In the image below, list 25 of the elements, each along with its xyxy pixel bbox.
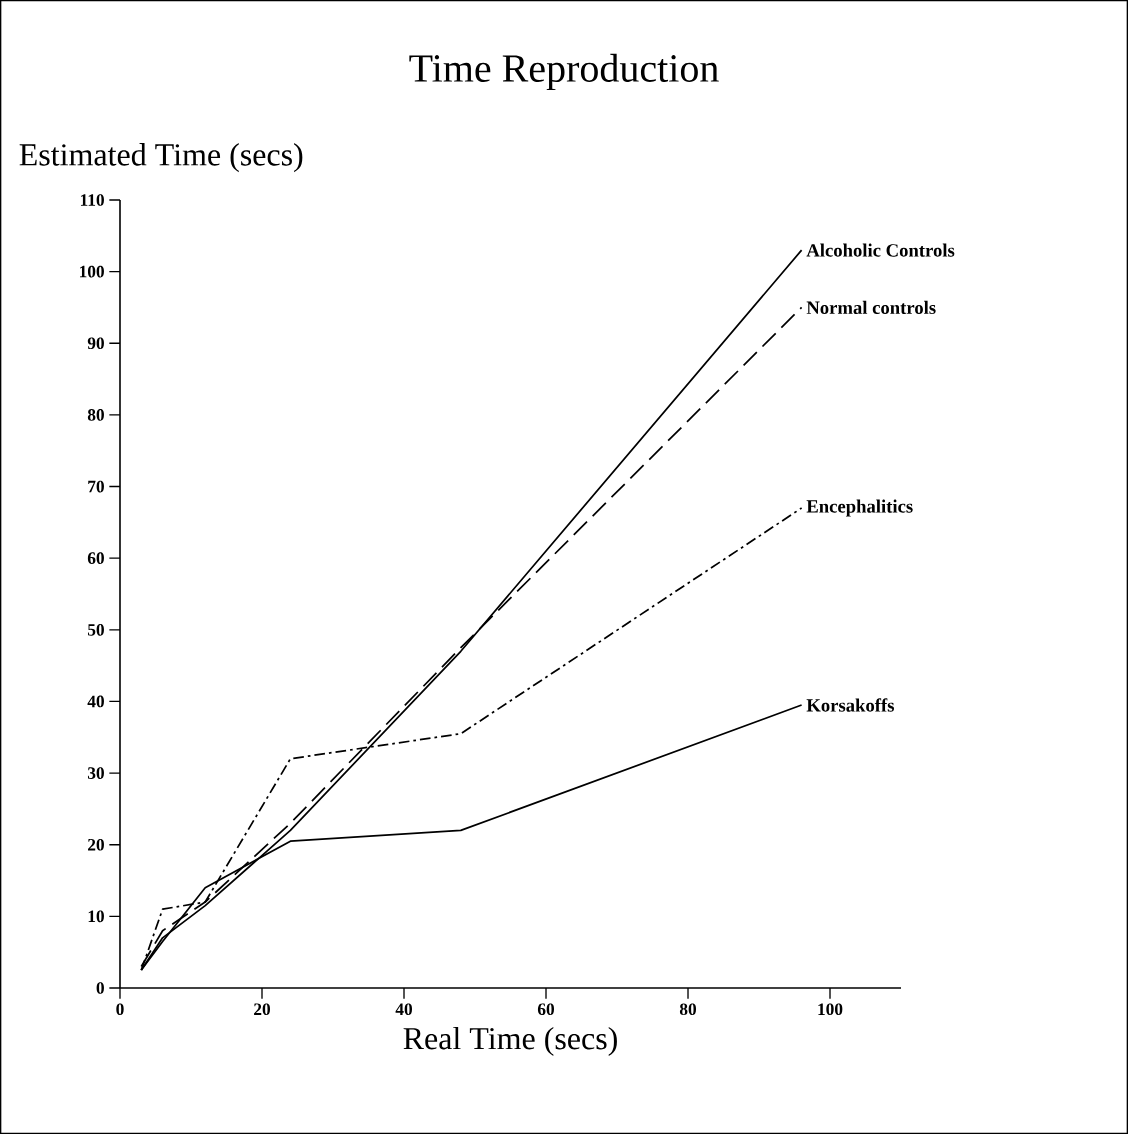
series-label: Encephalitics [806,499,913,517]
y-axis-title: Estimated Time (secs) [19,143,303,173]
x-tick-label: 20 [254,1003,271,1016]
y-tick-label: 0 [96,982,104,994]
x-tick-label: 0 [116,1003,124,1016]
y-tick-label: 20 [88,838,104,851]
series-label: Normal controls [806,300,936,315]
y-tick-label: 110 [80,194,104,206]
x-tick-label: 40 [395,1003,413,1016]
y-tick-label: 40 [87,695,104,708]
y-tick-label: 90 [87,337,104,350]
y-tick-label: 30 [87,767,104,779]
y-tick-label: 70 [88,480,104,493]
y-tick-label: 10 [88,910,104,923]
y-tick-label: 60 [87,552,104,565]
y-tick-label: 50 [87,623,104,636]
x-tick-label: 100 [818,1003,843,1016]
x-tick-label: 60 [537,1003,555,1016]
series-label: Korsakoffs [806,698,895,712]
y-tick-label: 100 [80,265,104,278]
x-tick-label: 80 [679,1003,697,1016]
series-label: Alcoholic Controls [806,243,955,257]
chart-title: Time Reproduction [409,53,719,91]
y-tick-label: 80 [87,409,104,421]
x-axis-title: Real Time (secs) [403,1026,617,1056]
